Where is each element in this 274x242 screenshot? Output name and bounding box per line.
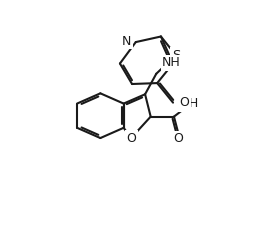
Text: NH: NH [162,56,181,69]
Text: O: O [126,132,136,145]
Text: O: O [173,132,183,145]
Text: N: N [122,35,131,48]
Text: S: S [172,49,180,62]
Text: O: O [179,96,189,109]
Text: OH: OH [179,97,199,110]
